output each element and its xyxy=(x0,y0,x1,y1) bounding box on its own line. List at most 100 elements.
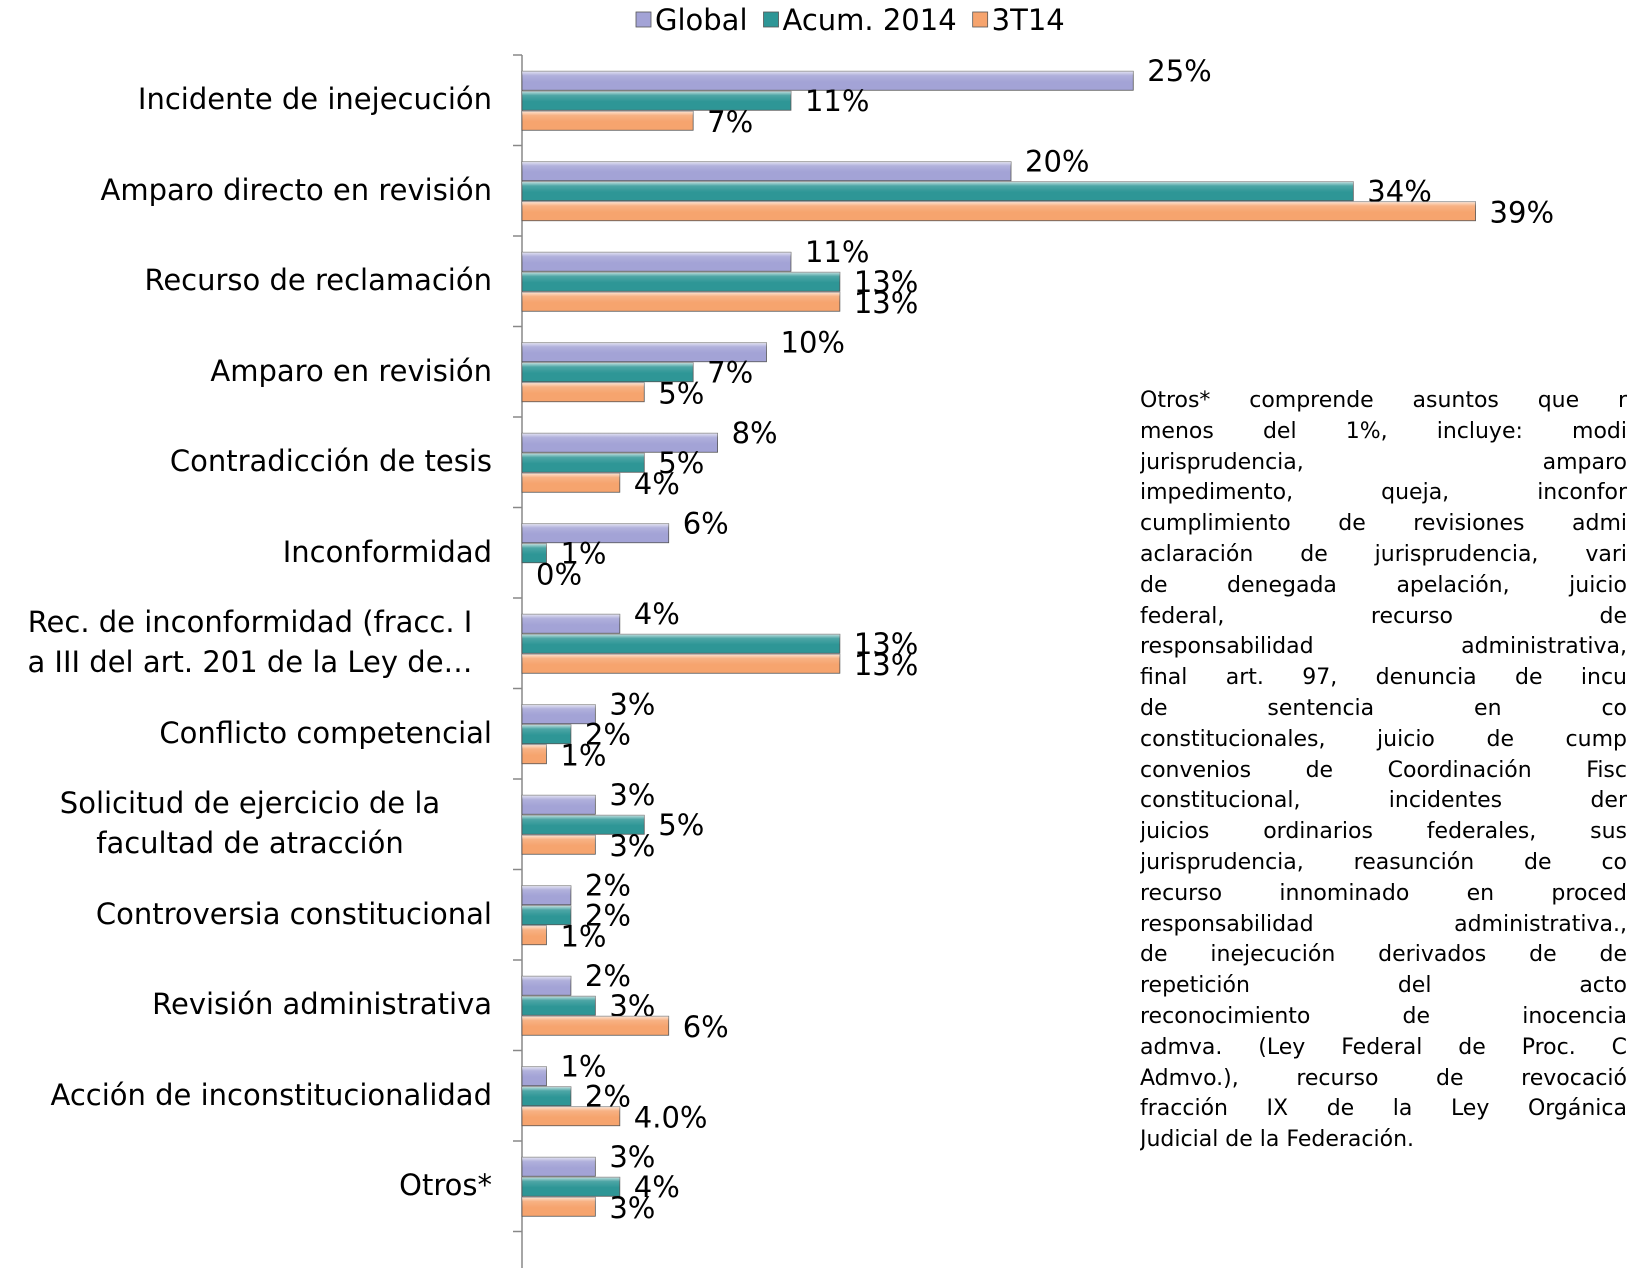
annotation: Otros* comprende asuntos que r menos del … xyxy=(1140,386,1627,1156)
bar-highlight xyxy=(522,976,571,987)
bar-group xyxy=(521,201,1476,222)
category-label: Revisión administrativa xyxy=(152,987,492,1022)
data-label: 1% xyxy=(560,536,606,570)
bar-group xyxy=(521,1176,621,1197)
bar-group xyxy=(521,472,621,493)
bar-group xyxy=(521,613,621,634)
category-label: Conflicto competencial xyxy=(159,715,492,750)
legend-label: Global xyxy=(655,3,748,37)
data-label: 2% xyxy=(585,898,631,932)
bar-highlight xyxy=(522,795,596,806)
bar-highlight xyxy=(522,272,840,283)
bar-highlight xyxy=(522,704,596,716)
annotation-line: fracción IX de la Ley Orgánica xyxy=(1140,1096,1627,1122)
bar-group xyxy=(521,543,547,564)
bar-group xyxy=(521,70,1134,91)
data-label: 7% xyxy=(707,355,753,389)
bar-highlight xyxy=(522,1066,547,1078)
bar-highlight xyxy=(522,453,645,464)
bar-highlight xyxy=(522,382,645,394)
category-label: Rec. de inconformidad (fracc. I a III de… xyxy=(27,605,473,680)
bar-group xyxy=(521,1106,621,1127)
data-label: 6% xyxy=(683,1010,729,1044)
data-label: 5% xyxy=(658,446,704,480)
category-label: Inconformidad xyxy=(282,534,492,569)
bar-group xyxy=(521,1066,547,1087)
data-label: 7% xyxy=(707,105,753,139)
data-label: 2% xyxy=(585,868,631,902)
bar-group xyxy=(521,161,1012,182)
bar-group xyxy=(521,724,572,745)
category-label: Solicitud de ejercicio de la facultad de… xyxy=(59,786,441,861)
annotation-line: repetición del acto xyxy=(1140,973,1627,999)
bar-group xyxy=(521,271,841,292)
bar-group xyxy=(521,90,792,111)
bar-group xyxy=(521,181,1354,202)
bar-highlight xyxy=(522,996,596,1007)
annotation-line: final art. 97, denuncia de incu xyxy=(1140,665,1627,691)
bar-highlight xyxy=(522,523,669,535)
bar-group xyxy=(521,633,841,654)
bar-highlight xyxy=(522,1177,620,1188)
data-label: 3% xyxy=(609,829,655,863)
annotation-line: responsabilidad administrativa, xyxy=(1140,634,1627,660)
bar-highlight xyxy=(522,905,571,917)
bar-highlight xyxy=(522,433,718,444)
annotation-line: menos del 1%, incluye: modi xyxy=(1140,418,1627,444)
bar-group xyxy=(521,885,572,906)
data-label: 3% xyxy=(609,1140,655,1174)
data-label: 10% xyxy=(781,325,845,359)
data-label: 13% xyxy=(854,286,918,320)
data-label: 3% xyxy=(609,1191,655,1225)
data-label: 13% xyxy=(854,265,918,299)
annotation-line: juicios ordinarios federales, sus xyxy=(1140,819,1627,845)
bar-group xyxy=(521,834,596,855)
bar-group xyxy=(521,432,719,453)
bar-highlight xyxy=(522,1106,620,1118)
bar-group xyxy=(521,794,596,815)
bar-highlight xyxy=(522,161,1011,173)
data-label: 3% xyxy=(609,687,655,721)
annotation-line: constitucional, incidentes der xyxy=(1140,788,1627,814)
bar-highlight xyxy=(522,362,694,374)
bar-highlight xyxy=(522,543,547,555)
category-label: Acción de inconstitucionalidad xyxy=(50,1077,492,1112)
data-label: 2% xyxy=(585,959,631,993)
bar-group xyxy=(521,523,670,544)
annotation-line: de sentencia en co xyxy=(1140,695,1627,721)
annotation-line: cumplimiento de revisiones admi xyxy=(1140,511,1627,537)
bar-highlight xyxy=(522,654,840,665)
data-label: 2% xyxy=(585,717,631,751)
bar-highlight xyxy=(522,835,596,846)
legend-label: Acum. 2014 xyxy=(783,3,957,37)
data-label: 5% xyxy=(658,808,704,842)
data-label: 6% xyxy=(683,506,729,540)
annotation-line: jurisprudencia, amparo xyxy=(1140,449,1627,475)
data-label: 4.0% xyxy=(634,1100,708,1134)
category-label: Amparo en revisión xyxy=(210,353,492,388)
bar-highlight xyxy=(522,91,791,102)
bar-group xyxy=(521,925,547,946)
data-label: 1% xyxy=(560,919,606,953)
data-label: 8% xyxy=(732,416,778,450)
data-label: 20% xyxy=(1025,144,1089,178)
annotation-line: convenios de Coordinación Fisc xyxy=(1140,757,1627,783)
data-label: 13% xyxy=(854,627,918,661)
bar-group xyxy=(521,110,694,131)
bar-highlight xyxy=(522,634,840,645)
data-label: 13% xyxy=(854,648,918,682)
annotation-line: Judicial de la Federación. xyxy=(1140,1127,1415,1153)
bar-highlight xyxy=(522,744,547,756)
bar-highlight xyxy=(522,925,547,937)
bar-group xyxy=(521,251,792,272)
category-label: Recurso de reclamación xyxy=(144,263,492,298)
data-label: 0% xyxy=(536,557,582,591)
data-label: 25% xyxy=(1147,54,1211,88)
bar-group xyxy=(521,814,645,835)
bar-highlight xyxy=(522,342,767,354)
annotation-line: responsabilidad administrativa., xyxy=(1140,911,1627,937)
bar-group xyxy=(521,342,767,363)
bar-highlight xyxy=(522,201,1476,213)
